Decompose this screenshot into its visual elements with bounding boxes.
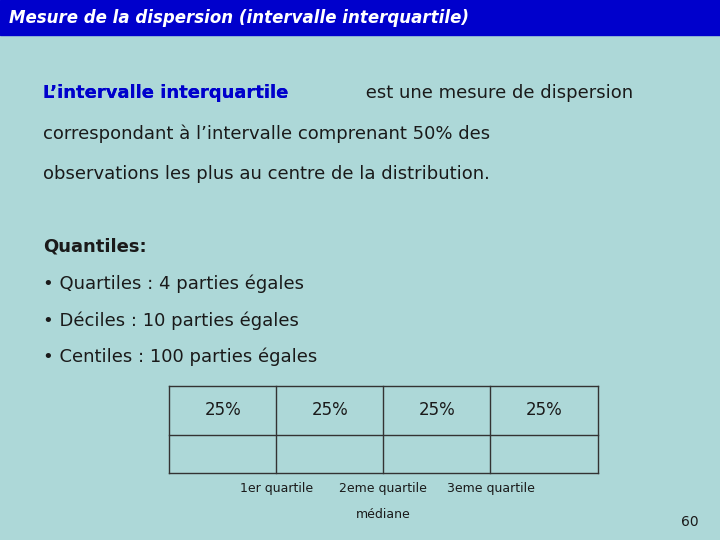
Text: 2eme quartile: 2eme quartile — [339, 482, 428, 495]
Text: 25%: 25% — [526, 401, 562, 420]
Text: 1er quartile: 1er quartile — [240, 482, 313, 495]
Text: est une mesure de dispersion: est une mesure de dispersion — [360, 84, 633, 102]
Text: 3eme quartile: 3eme quartile — [446, 482, 534, 495]
Text: 25%: 25% — [312, 401, 348, 420]
Text: • Centiles : 100 parties égales: • Centiles : 100 parties égales — [43, 348, 318, 366]
Text: • Déciles : 10 parties égales: • Déciles : 10 parties égales — [43, 311, 299, 329]
Text: correspondant à l’intervalle comprenant 50% des: correspondant à l’intervalle comprenant … — [43, 124, 490, 143]
Text: L’intervalle interquartile: L’intervalle interquartile — [43, 84, 289, 102]
Text: Quantiles:: Quantiles: — [43, 238, 147, 255]
Text: L’intervalle interquartile: L’intervalle interquartile — [43, 84, 289, 102]
Text: observations les plus au centre de la distribution.: observations les plus au centre de la di… — [43, 165, 490, 183]
Text: 25%: 25% — [418, 401, 455, 420]
Text: Mesure de la dispersion (intervalle interquartile): Mesure de la dispersion (intervalle inte… — [9, 9, 469, 27]
Text: 60: 60 — [681, 515, 698, 529]
FancyBboxPatch shape — [0, 0, 720, 35]
Text: 25%: 25% — [204, 401, 241, 420]
Text: médiane: médiane — [356, 508, 411, 521]
Text: • Quartiles : 4 parties égales: • Quartiles : 4 parties égales — [43, 274, 304, 293]
